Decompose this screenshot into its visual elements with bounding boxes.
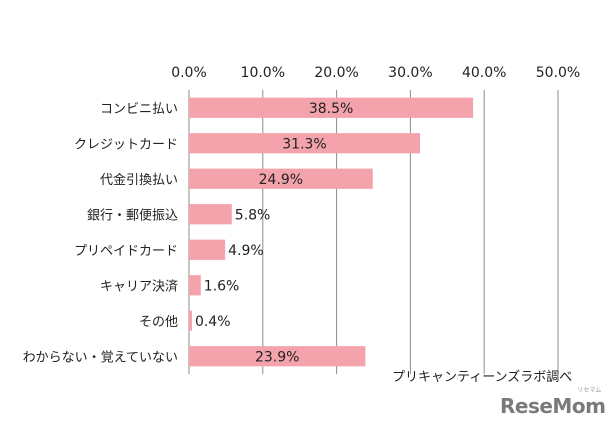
logo-text: ReseMom bbox=[500, 394, 606, 418]
bar bbox=[189, 133, 420, 154]
category-label: 銀行・郵便振込 bbox=[87, 208, 178, 223]
gridlines bbox=[188, 90, 559, 374]
category-label: わからない・覚えていない bbox=[23, 350, 178, 365]
category-label: プリペイドカード bbox=[74, 244, 178, 259]
logo-ruby: リセマム bbox=[577, 387, 602, 394]
category-label: コンビニ払い bbox=[100, 102, 178, 117]
data-label: 38.5% bbox=[309, 101, 353, 117]
data-label: 5.8% bbox=[235, 207, 271, 223]
x-tick-label: 40.0% bbox=[462, 65, 506, 81]
x-tick-label: 50.0% bbox=[536, 65, 580, 81]
bar bbox=[189, 346, 366, 367]
category-label: キャリア決済 bbox=[100, 278, 178, 294]
bar bbox=[189, 239, 226, 260]
data-label: 4.9% bbox=[228, 243, 264, 259]
data-label: 31.3% bbox=[282, 136, 326, 152]
x-tick-label: 30.0% bbox=[388, 65, 432, 81]
source-note: プリキャンティーンズラボ調べ bbox=[392, 370, 573, 385]
x-tick-label: 0.0% bbox=[171, 65, 207, 81]
x-axis-ticks: 0.0% 10.0% 20.0% 30.0% 40.0% 50.0% bbox=[171, 65, 580, 81]
data-label: 1.6% bbox=[204, 278, 240, 294]
data-labels: 38.5% 31.3% 24.9% 5.8% 4.9% 1.6% 0.4% 23.9% bbox=[195, 101, 353, 366]
bar bbox=[189, 97, 474, 118]
category-labels: コンビニ払いクレジットカード代金引換払い銀行・郵便振込プリペイドカードキャリア決… bbox=[23, 102, 178, 366]
category-label: 代金引換払い bbox=[100, 172, 178, 188]
category-label: その他 bbox=[139, 315, 178, 330]
bar bbox=[189, 275, 201, 296]
bar bbox=[189, 204, 232, 225]
data-label: 24.9% bbox=[259, 172, 303, 188]
data-label: 23.9% bbox=[255, 349, 299, 365]
x-tick-label: 10.0% bbox=[241, 65, 285, 81]
data-label: 0.4% bbox=[195, 314, 231, 330]
category-label: クレジットカード bbox=[74, 137, 178, 152]
bar bbox=[189, 168, 373, 189]
bars bbox=[189, 97, 474, 367]
bar bbox=[189, 310, 192, 331]
x-tick-label: 20.0% bbox=[314, 65, 358, 81]
resemom-logo: ReseMom リセマム bbox=[500, 387, 606, 418]
